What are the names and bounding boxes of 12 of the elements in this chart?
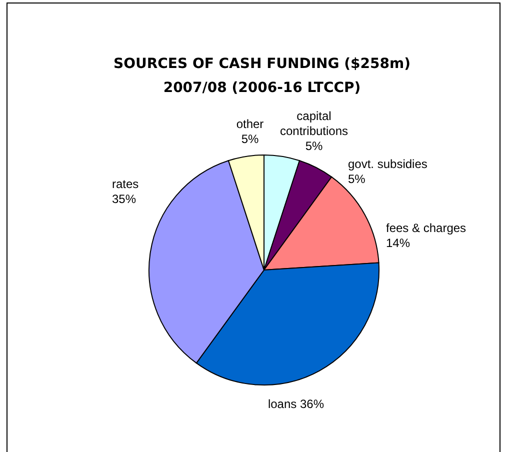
chart-title: SOURCES OF CASH FUNDING ($258m) 2007/08 (2006-16 LTCCP) [114, 56, 410, 96]
slice-label: capital contributions [280, 109, 348, 138]
data-label: 14% [386, 236, 410, 250]
data-label: 35% [112, 192, 136, 206]
slice-label: rates [112, 177, 139, 191]
data-label: 5% [241, 132, 259, 146]
slice-label: govt. subsidies [348, 157, 428, 171]
data-label: 5% [305, 139, 323, 153]
data-label: 5% [348, 172, 366, 186]
slice-label: fees & charges [386, 221, 466, 235]
slice-label: loans 36% [268, 397, 324, 411]
slice-label: other [236, 117, 264, 131]
